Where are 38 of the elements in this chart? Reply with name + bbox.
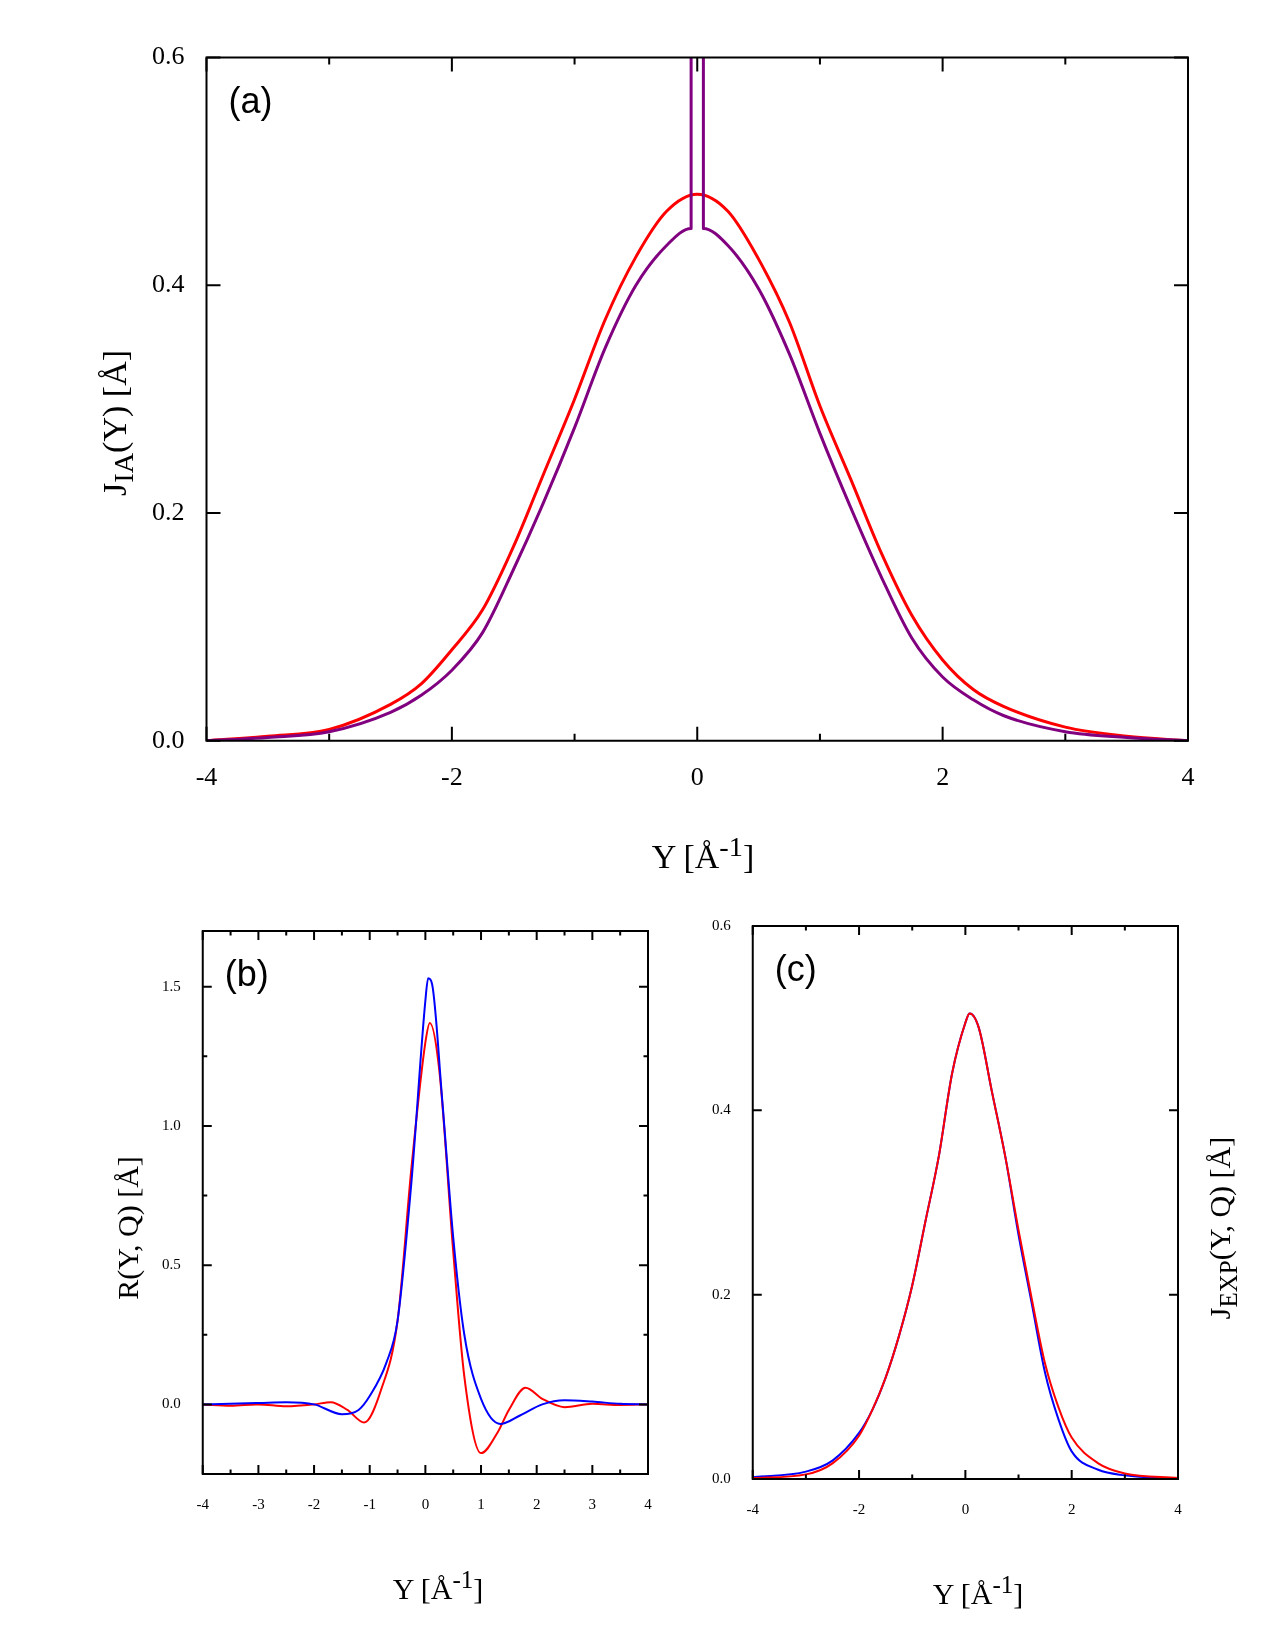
x-tick-label: 2 [532, 1495, 541, 1512]
y-tick-label: 1.0 [162, 1116, 181, 1133]
x-tick-label: 0 [961, 1500, 970, 1517]
y-tick-label: 0.0 [162, 1395, 181, 1412]
x-tick-label: 4 [644, 1495, 653, 1512]
x-tick-label: -4 [746, 1500, 760, 1517]
y-tick-label: 0.6 [152, 41, 185, 71]
x-tick-label: 0 [690, 762, 704, 792]
x-axis-title: Y [Å$^{-1}$] [931, 1571, 1025, 1611]
x-tick-label: 0 [421, 1495, 430, 1512]
y-tick-label: 0.5 [162, 1256, 181, 1273]
x-axis-title: Y [Å$^{-1}$] [391, 1566, 485, 1606]
y-tick-label: 0.0 [152, 724, 185, 754]
annotation: (c) [774, 948, 817, 989]
x-tick-label: -2 [441, 762, 463, 792]
y-tick-label: 0.2 [712, 1285, 731, 1302]
y-tick-label: 0.4 [152, 269, 185, 299]
x-tick-label: -4 [196, 1495, 210, 1512]
x-tick-label: 4 [1181, 762, 1195, 792]
x-tick-label: 2 [1067, 1500, 1076, 1517]
y-tick-label: 0.0 [712, 1469, 731, 1486]
annotation: (a) [228, 79, 273, 121]
y-tick-label: 0.2 [152, 496, 185, 526]
y-tick-label: 0.6 [712, 916, 732, 933]
x-axis-title: Y [Å$^{-1}$] [650, 830, 756, 876]
x-tick-label: 4 [1174, 1500, 1183, 1517]
x-tick-label: -2 [852, 1500, 866, 1517]
annotation: (b) [224, 953, 269, 994]
x-tick-label: 1 [477, 1495, 485, 1512]
x-tick-label: -2 [307, 1495, 321, 1512]
x-tick-label: 3 [588, 1495, 597, 1512]
x-tick-label: 2 [936, 762, 950, 792]
y-tick-label: 0.4 [712, 1101, 732, 1118]
x-tick-label: -3 [252, 1495, 265, 1512]
x-tick-label: -4 [195, 762, 218, 792]
x-tick-label: -1 [363, 1495, 376, 1512]
y-tick-label: 1.5 [162, 977, 181, 994]
y-axis-title: R(Y, Q) [Å] [111, 1156, 145, 1300]
